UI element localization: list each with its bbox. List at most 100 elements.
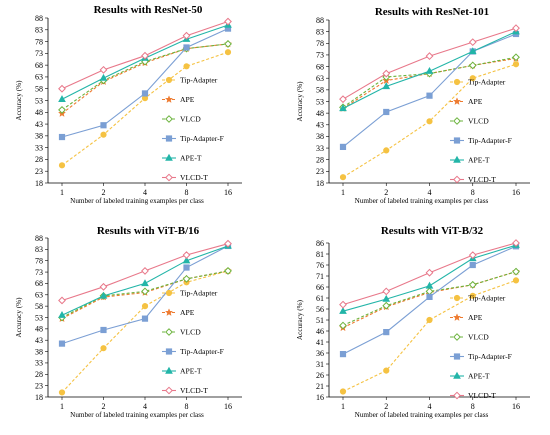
y-tick-label: 68 <box>35 279 43 288</box>
data-point <box>426 316 433 324</box>
y-tick-label: 53 <box>35 96 43 105</box>
series-tip-adapter-f <box>339 30 520 151</box>
legend-item: VLCD-T <box>450 391 496 400</box>
data-point <box>382 82 391 90</box>
y-tick-label: 26 <box>316 371 324 380</box>
chart-title: Results with ViT-B/16 <box>97 225 200 237</box>
y-tick-label: 43 <box>316 121 324 130</box>
data-point <box>99 65 108 74</box>
data-point <box>512 53 520 62</box>
legend-label: APE-T <box>180 154 202 163</box>
data-point <box>99 73 108 81</box>
y-tick-label: 58 <box>316 86 324 95</box>
x-tick-label: 16 <box>512 402 520 411</box>
series-tip-adapter <box>58 49 232 169</box>
x-tick-label: 1 <box>60 188 64 197</box>
y-tick-label: 71 <box>316 272 324 281</box>
legend-item: VLCD-T <box>162 173 208 182</box>
y-tick-label: 88 <box>316 16 324 25</box>
legend-marker <box>452 97 462 105</box>
chart-panel-4: Results with ViT-B/321621263136414651566… <box>296 225 530 419</box>
x-tick-label: 4 <box>143 402 147 411</box>
y-tick-label: 31 <box>316 360 324 369</box>
data-point <box>512 277 520 284</box>
x-tick-label: 2 <box>384 402 388 411</box>
y-tick-label: 43 <box>35 120 43 129</box>
y-tick-label: 51 <box>316 316 324 325</box>
legend-label: APE-T <box>180 367 202 376</box>
data-point <box>141 287 149 296</box>
data-point <box>339 300 347 309</box>
legend-item: APE <box>162 308 195 317</box>
legend-item: APE <box>162 95 195 104</box>
legend-item: Tip-Adapter-F <box>450 352 512 361</box>
y-tick-label: 33 <box>35 143 43 152</box>
series-vlcd <box>339 267 520 330</box>
y-tick-label: 18 <box>316 179 324 188</box>
data-point <box>339 174 347 181</box>
legend-marker <box>165 386 173 395</box>
y-tick-label: 38 <box>35 132 43 141</box>
legend-item: Tip-Adapter <box>450 294 506 303</box>
x-tick-label: 4 <box>428 188 432 197</box>
x-tick-label: 16 <box>224 402 232 411</box>
legend-marker <box>453 78 461 86</box>
series-vlcd-t <box>339 239 520 309</box>
x-tick-label: 8 <box>185 188 189 197</box>
legend-item: APE <box>450 313 483 322</box>
legend-marker <box>165 135 173 142</box>
legend-label: VLCD <box>468 117 489 126</box>
x-tick-label: 4 <box>428 402 432 411</box>
legend-label: APE <box>468 313 483 322</box>
y-tick-label: 78 <box>316 39 324 48</box>
data-point <box>224 17 232 26</box>
x-tick-label: 4 <box>143 188 147 197</box>
legend-marker <box>453 175 461 184</box>
y-tick-label: 88 <box>35 234 43 243</box>
legend-marker <box>165 328 173 336</box>
y-tick-label: 41 <box>316 338 324 347</box>
data-point <box>383 108 390 116</box>
data-point <box>339 143 347 151</box>
data-point <box>512 267 520 276</box>
data-point <box>224 49 232 56</box>
data-point <box>58 310 66 318</box>
y-axis-label: Accuracy (%) <box>296 81 304 122</box>
x-tick-label: 8 <box>185 402 189 411</box>
data-point <box>339 104 347 112</box>
x-tick-label: 2 <box>102 402 106 411</box>
y-tick-label: 16 <box>316 393 324 402</box>
x-axis-label: Number of labeled training examples per … <box>70 197 204 205</box>
data-point <box>182 274 191 283</box>
legend-label: VLCD-T <box>180 173 208 182</box>
legend-marker <box>453 155 461 163</box>
y-tick-label: 76 <box>316 261 324 270</box>
data-point <box>182 31 191 40</box>
legend-item: Tip-Adapter-F <box>162 134 224 143</box>
legend-label: VLCD-T <box>180 386 208 395</box>
data-point <box>468 251 477 260</box>
series-line <box>342 33 517 148</box>
data-point <box>183 63 190 70</box>
y-tick-label: 61 <box>316 294 324 303</box>
legend-item: APE-T <box>450 156 490 165</box>
legend-marker <box>165 348 173 355</box>
data-point <box>339 351 347 358</box>
legend-item: APE <box>450 97 483 106</box>
data-point <box>512 24 520 33</box>
y-tick-label: 28 <box>35 155 43 164</box>
data-point <box>224 267 232 275</box>
legend-label: Tip-Adapter <box>180 289 218 298</box>
y-tick-label: 48 <box>316 109 324 118</box>
y-axis-label: Accuracy (%) <box>15 80 23 121</box>
data-point <box>141 315 149 322</box>
legend-item: VLCD <box>450 333 489 342</box>
legend-label: APE-T <box>468 372 490 381</box>
legend-marker <box>165 173 173 182</box>
y-tick-label: 63 <box>316 74 324 83</box>
y-tick-label: 58 <box>35 85 43 94</box>
y-tick-label: 73 <box>35 268 43 277</box>
legend-marker <box>453 294 461 302</box>
y-tick-label: 46 <box>316 327 324 336</box>
